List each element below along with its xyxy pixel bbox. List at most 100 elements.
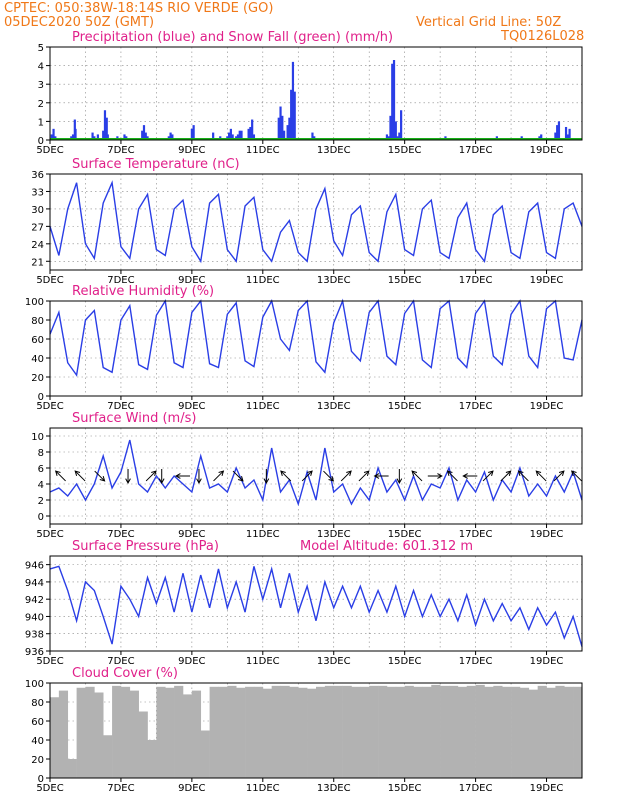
cloud-bar xyxy=(307,688,317,778)
wind-arrow-head xyxy=(196,478,202,485)
wind-arrow-head xyxy=(411,470,418,476)
wind-xtick-label: 13DEC xyxy=(317,529,351,540)
cloud-bar xyxy=(422,686,432,778)
rh-ytick-label: 80 xyxy=(31,316,44,327)
wind-arrow xyxy=(411,470,423,482)
wind-xtick-label: 15DEC xyxy=(388,529,422,540)
wind-arrow xyxy=(94,470,105,482)
cloud-bar xyxy=(262,688,272,778)
wind-arrow-head xyxy=(462,473,468,479)
cloud-bar xyxy=(200,730,210,778)
precip-bar xyxy=(564,126,568,140)
wind-arrow xyxy=(74,470,86,482)
cloud-bar xyxy=(183,694,193,778)
cloud-bar xyxy=(50,697,60,778)
pres-ytick-label: 944 xyxy=(25,578,44,589)
cloud-bar xyxy=(395,686,405,778)
wind-arrow-head xyxy=(437,473,443,479)
wind-arrow-head xyxy=(218,470,225,476)
wind-arrow xyxy=(447,470,458,482)
wind-arrow xyxy=(571,470,582,482)
header-code: TQ0126L028 xyxy=(500,29,584,44)
pres-xtick-label: 11DEC xyxy=(246,656,280,667)
wind-arrow xyxy=(301,470,313,482)
header-grid-note: Vertical Grid Line: 50Z xyxy=(416,15,561,30)
precip-xtick-label: 5DEC xyxy=(36,145,63,156)
precip-bar xyxy=(394,121,397,140)
precip-bar xyxy=(392,60,396,140)
precip-ytick-label: 5 xyxy=(38,43,44,54)
rh-title: Relative Humidity (%) xyxy=(72,284,214,299)
cloud-bar xyxy=(466,685,476,778)
cloud-xtick-label: 11DEC xyxy=(246,783,280,794)
cloud-bar xyxy=(324,685,335,778)
cloud-bar xyxy=(502,686,512,778)
wind-arrow-head xyxy=(396,478,403,485)
temp-ytick-label: 30 xyxy=(31,205,44,216)
cloud-bar xyxy=(165,687,175,778)
rh-xtick-label: 19DEC xyxy=(530,401,564,412)
precip-bar xyxy=(281,115,284,140)
wind-arrow xyxy=(145,470,157,482)
pres-series-line xyxy=(49,565,583,647)
wind-arrow-head xyxy=(237,476,244,482)
wind-arrow xyxy=(358,470,370,482)
cloud-bar xyxy=(129,690,139,778)
wind-arrow-head xyxy=(307,470,313,476)
rh-xtick-label: 9DEC xyxy=(178,401,205,412)
rh-ytick-label: 40 xyxy=(31,354,44,365)
precip-bar xyxy=(229,128,232,140)
cloud-xtick-label: 9DEC xyxy=(178,783,205,794)
wind-arrow xyxy=(340,470,352,482)
wind-arrow xyxy=(518,470,529,482)
cloud-ytick-label: 80 xyxy=(31,698,44,709)
precip-bar xyxy=(400,110,403,140)
cloud-bar xyxy=(156,686,166,778)
precip-bar xyxy=(556,125,559,140)
pres-xtick-label: 19DEC xyxy=(530,656,564,667)
wind-arrow-head xyxy=(558,470,565,476)
precip-bar xyxy=(391,63,394,140)
cloud-bar xyxy=(138,711,148,778)
precip-bar xyxy=(251,119,254,140)
cloud-xtick-label: 13DEC xyxy=(317,783,351,794)
cloud-frame xyxy=(49,682,583,779)
cloud-ytick-label: 60 xyxy=(31,717,44,728)
cloud-xtick-label: 19DEC xyxy=(530,783,564,794)
precip-bar xyxy=(290,89,293,140)
cloud-xtick-label: 15DEC xyxy=(388,783,422,794)
temp-ytick-label: 27 xyxy=(31,222,44,233)
rh-xtick-label: 13DEC xyxy=(317,401,351,412)
cloud-bar xyxy=(280,685,290,778)
cloud-bar xyxy=(112,685,122,778)
precip-bar xyxy=(247,128,250,140)
wind-arrow-head xyxy=(535,470,542,476)
wind-arrow xyxy=(232,470,244,482)
cloud-bar xyxy=(457,686,468,778)
precip-bar xyxy=(71,134,75,140)
wind-ytick-label: 2 xyxy=(38,496,44,507)
temp-ytick-label: 36 xyxy=(31,170,44,181)
precip-bar xyxy=(568,128,571,140)
wind-arrow-head xyxy=(363,470,370,476)
pres-ytick-label: 938 xyxy=(25,630,44,641)
cloud-title: Cloud Cover (%) xyxy=(72,666,178,681)
precip-bar xyxy=(142,125,146,140)
precip-ytick-label: 3 xyxy=(38,80,44,91)
precip-bar xyxy=(74,128,77,140)
cloud-ytick-label: 40 xyxy=(31,736,44,747)
cloud-ytick-label: 100 xyxy=(25,679,44,690)
pres-xtick-label: 5DEC xyxy=(36,656,63,667)
precip-bar xyxy=(96,134,99,140)
precip-bar xyxy=(106,134,109,140)
precip-bar xyxy=(554,132,557,140)
cloud-bar xyxy=(493,685,503,778)
precip-bar xyxy=(192,125,195,140)
cloud-bar xyxy=(475,684,485,778)
wind-arrow-head xyxy=(505,470,512,476)
cloud-bar xyxy=(573,686,583,778)
precip-bar xyxy=(291,61,295,140)
precip-bar xyxy=(286,125,289,140)
precip-xtick-label: 13DEC xyxy=(317,145,351,156)
